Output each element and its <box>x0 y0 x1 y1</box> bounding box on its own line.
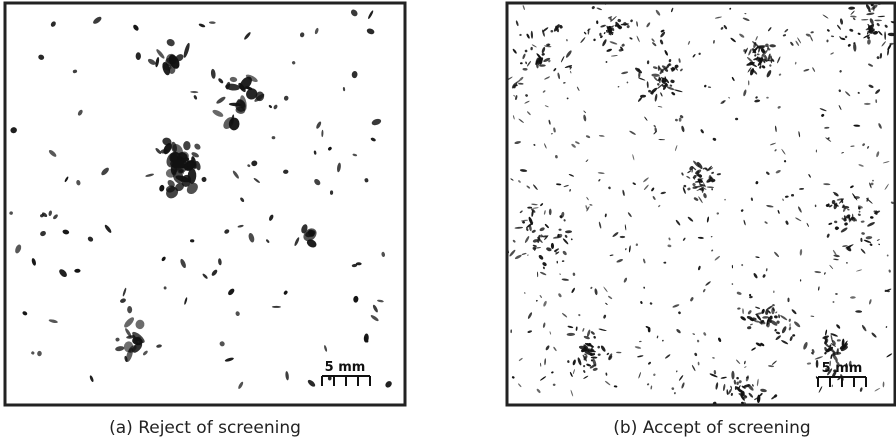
caption: (b) Accept of screening <box>613 418 810 438</box>
speck <box>736 413 743 418</box>
speck <box>816 360 819 368</box>
speck <box>620 236 625 238</box>
panel-a: 5 mm <box>5 3 405 405</box>
page: 5 mm 5 mm (a) Reject of screening (b) Ac… <box>0 0 896 444</box>
caption: (a) Reject of screening <box>109 418 301 438</box>
speck <box>136 52 141 60</box>
image-frame <box>5 3 405 405</box>
scale-bar-label: 5 mm <box>325 360 366 375</box>
speck <box>762 410 767 416</box>
speck <box>787 298 789 303</box>
speck <box>714 407 722 414</box>
speck <box>583 365 585 367</box>
speck <box>720 411 725 416</box>
panel-b: 5 mm <box>505 0 896 425</box>
scale-bar-label: 5 mm <box>822 361 863 376</box>
speck <box>724 413 728 418</box>
figure: 5 mm 5 mm (a) Reject of screening (b) Ac… <box>0 0 896 444</box>
speck <box>833 301 835 303</box>
speck <box>567 97 569 99</box>
